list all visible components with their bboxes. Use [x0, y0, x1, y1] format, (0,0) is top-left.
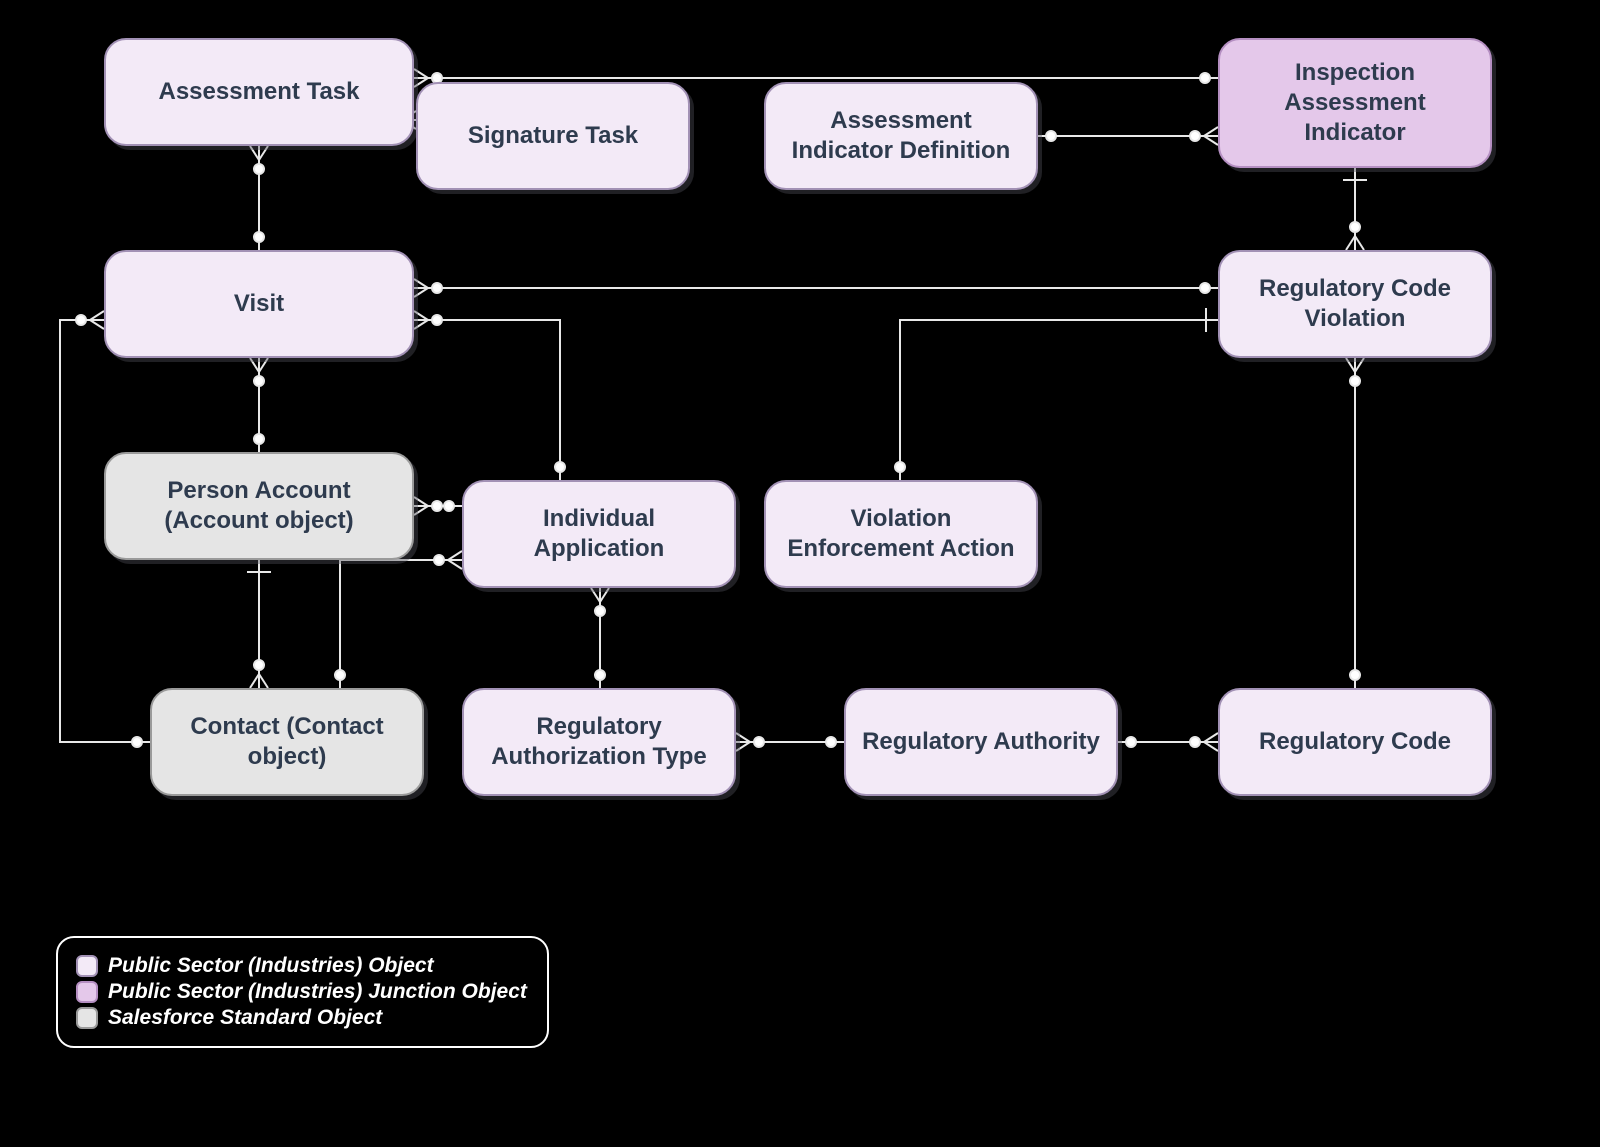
- node-label: Person Account (Account object): [122, 476, 396, 536]
- legend-swatch: [76, 981, 98, 1003]
- node-label: Regulatory Authorization Type: [480, 712, 718, 772]
- node-assessment_task: Assessment Task: [104, 38, 414, 146]
- node-iai: Inspection Assessment Indicator: [1218, 38, 1492, 168]
- node-label: Regulatory Code Violation: [1236, 274, 1474, 334]
- node-label: Assessment Indicator Definition: [782, 106, 1020, 166]
- legend-label: Salesforce Standard Object: [108, 1006, 382, 1030]
- node-label: Inspection Assessment Indicator: [1236, 58, 1474, 148]
- legend: Public Sector (Industries) ObjectPublic …: [56, 936, 549, 1048]
- node-label: Individual Application: [480, 504, 718, 564]
- legend-row: Public Sector (Industries) Junction Obje…: [76, 980, 527, 1004]
- node-label: Visit: [234, 289, 284, 319]
- node-label: Violation Enforcement Action: [782, 504, 1020, 564]
- node-label: Regulatory Code: [1259, 727, 1451, 757]
- legend-row: Public Sector (Industries) Object: [76, 954, 527, 978]
- legend-label: Public Sector (Industries) Object: [108, 954, 434, 978]
- node-visit: Visit: [104, 250, 414, 358]
- legend-swatch: [76, 955, 98, 977]
- node-rc: Regulatory Code: [1218, 688, 1492, 796]
- node-signature_task: Signature Task: [416, 82, 690, 190]
- node-label: Assessment Task: [159, 77, 360, 107]
- node-individual_app: Individual Application: [462, 480, 736, 588]
- node-rat: Regulatory Authorization Type: [462, 688, 736, 796]
- node-person_account: Person Account (Account object): [104, 452, 414, 560]
- legend-row: Salesforce Standard Object: [76, 1006, 527, 1030]
- node-ra: Regulatory Authority: [844, 688, 1118, 796]
- node-rcv: Regulatory Code Violation: [1218, 250, 1492, 358]
- legend-swatch: [76, 1007, 98, 1029]
- erd-canvas: Assessment Task Signature Task Assessment …: [0, 0, 1600, 1147]
- node-contact: Contact (Contact object): [150, 688, 424, 796]
- node-vea: Violation Enforcement Action: [764, 480, 1038, 588]
- node-label: Regulatory Authority: [862, 727, 1100, 757]
- legend-label: Public Sector (Industries) Junction Obje…: [108, 980, 527, 1004]
- node-label: Contact (Contact object): [168, 712, 406, 772]
- node-aid: Assessment Indicator Definition: [764, 82, 1038, 190]
- node-label: Signature Task: [468, 121, 638, 151]
